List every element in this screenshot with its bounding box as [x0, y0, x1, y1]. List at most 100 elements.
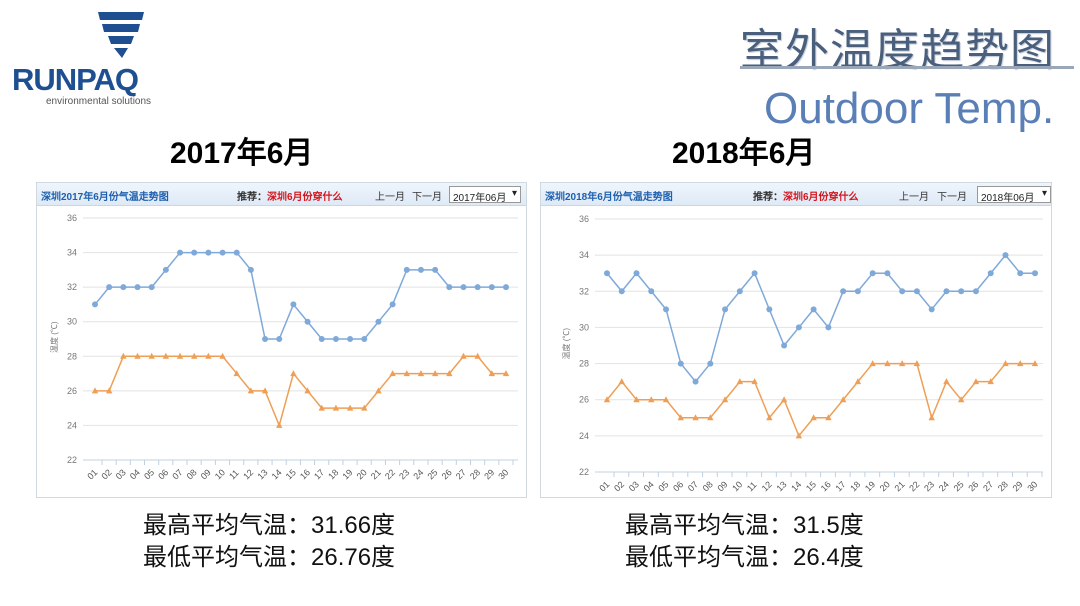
data-point-low: [176, 352, 184, 359]
recommend-link[interactable]: 深圳6月份穿什么: [783, 192, 859, 203]
x-tick-label: 20: [878, 479, 892, 493]
data-point-high: [928, 306, 935, 313]
prev-month-link[interactable]: 上一月: [899, 192, 929, 203]
data-point-low: [721, 396, 729, 403]
data-point-high: [304, 318, 311, 325]
recommend: 推荐：深圳6月份穿什么: [753, 188, 859, 203]
x-tick-label: 05: [142, 467, 156, 481]
data-point-low: [502, 370, 510, 377]
chart-header: 深圳2018年6月份气温走势图 推荐：深圳6月份穿什么 上一月 下一月 2018…: [541, 183, 1051, 206]
avg-high-2018: 最高平均气温：31.5度: [625, 512, 864, 539]
chart-panel-2017: 深圳2017年6月份气温走势图 推荐：深圳6月份穿什么 上一月 下一月 2017…: [36, 182, 527, 498]
y-tick-label: 34: [579, 250, 589, 260]
data-point-high: [177, 249, 184, 256]
chart-title: 深圳2017年6月份气温走势图: [41, 192, 169, 203]
recommend: 推荐：深圳6月份穿什么: [237, 188, 343, 203]
data-point-low: [191, 352, 198, 359]
x-tick-label: 27: [981, 479, 995, 493]
data-point-low: [375, 387, 382, 394]
data-point-high: [290, 301, 297, 308]
data-point-low: [633, 396, 640, 403]
data-point-low: [233, 370, 240, 377]
data-point-high: [460, 284, 467, 291]
year-label-2018: 2018年6月: [672, 137, 816, 170]
x-tick-label: 08: [185, 467, 199, 481]
data-point-high: [219, 249, 226, 256]
data-point-low: [120, 352, 127, 359]
x-tick-label: 14: [270, 467, 284, 481]
data-point-high: [795, 324, 802, 331]
x-tick-label: 13: [255, 467, 269, 481]
data-point-high: [781, 342, 788, 349]
y-tick-label: 26: [67, 386, 77, 396]
next-month-link[interactable]: 下一月: [937, 192, 967, 203]
data-point-low: [219, 352, 226, 359]
data-point-low: [276, 421, 283, 428]
data-point-high: [707, 360, 714, 367]
data-point-low: [972, 378, 980, 385]
month-select[interactable]: 2017年06月: [449, 186, 521, 204]
x-tick-label: 15: [284, 467, 298, 481]
data-point-low: [446, 370, 453, 377]
data-point-low: [1017, 360, 1024, 367]
x-tick-label: 06: [671, 479, 685, 493]
data-point-high: [884, 270, 891, 277]
next-month-link[interactable]: 下一月: [412, 192, 442, 203]
line-chart: 22 24 26 28 30 32 34 36 温度 (℃) 01 02 03 04 05 06 07 08 09…: [49, 213, 518, 481]
x-tick-label: 23: [922, 479, 936, 493]
x-tick-label: 10: [213, 467, 227, 481]
data-point-low: [707, 414, 714, 421]
data-point-low: [943, 378, 950, 385]
x-tick-label: 03: [627, 479, 641, 493]
x-tick-label: 20: [355, 467, 369, 481]
data-point-low: [913, 360, 921, 367]
x-tick-label: 27: [454, 467, 468, 481]
prev-month-link[interactable]: 上一月: [375, 192, 405, 203]
recommend-link[interactable]: 深圳6月份穿什么: [267, 192, 343, 203]
data-point-high: [162, 266, 169, 273]
data-point-low: [247, 387, 255, 394]
data-point-high: [1002, 252, 1009, 259]
data-point-low: [474, 352, 481, 359]
data-point-high: [766, 306, 773, 313]
data-point-low: [403, 370, 410, 377]
data-point-high: [648, 288, 655, 295]
data-point-high: [958, 288, 965, 295]
data-point-low: [304, 387, 311, 394]
data-point-high: [332, 336, 339, 342]
y-tick-label: 32: [67, 282, 77, 292]
x-tick-label: 05: [656, 479, 670, 493]
data-point-high: [722, 306, 729, 313]
data-point-low: [148, 352, 155, 359]
y-tick-label: 30: [67, 317, 77, 327]
data-point-high: [503, 284, 509, 291]
data-point-low: [825, 414, 832, 421]
data-point-low: [692, 414, 699, 421]
data-point-high: [972, 288, 979, 295]
data-point-high: [106, 284, 113, 291]
data-point-low: [134, 352, 141, 359]
month-select[interactable]: 2018年06月: [977, 186, 1051, 204]
recommend-prefix: 推荐：: [753, 192, 783, 203]
data-point-high: [604, 270, 610, 277]
x-tick-label: 09: [199, 467, 213, 481]
x-tick-label: 25: [952, 479, 966, 493]
data-point-high: [318, 336, 325, 342]
data-point-low: [1002, 360, 1009, 367]
x-tick-label: 15: [804, 479, 818, 493]
data-point-low: [488, 370, 496, 377]
y-tick-label: 24: [67, 420, 77, 430]
data-point-high: [899, 288, 906, 295]
x-tick-label: 01: [597, 479, 611, 493]
year-label-2017: 2017年6月: [170, 137, 314, 170]
data-point-high: [692, 378, 699, 385]
logo-text: RUNPAQ: [12, 62, 139, 97]
data-point-high: [247, 266, 254, 273]
data-point-low: [361, 404, 368, 411]
x-tick-label: 18: [326, 467, 340, 481]
data-point-high: [825, 324, 832, 331]
data-point-low: [766, 414, 773, 421]
x-tick-label: 21: [369, 467, 383, 481]
x-tick-label: 10: [730, 479, 744, 493]
x-tick-label: 14: [789, 479, 803, 493]
